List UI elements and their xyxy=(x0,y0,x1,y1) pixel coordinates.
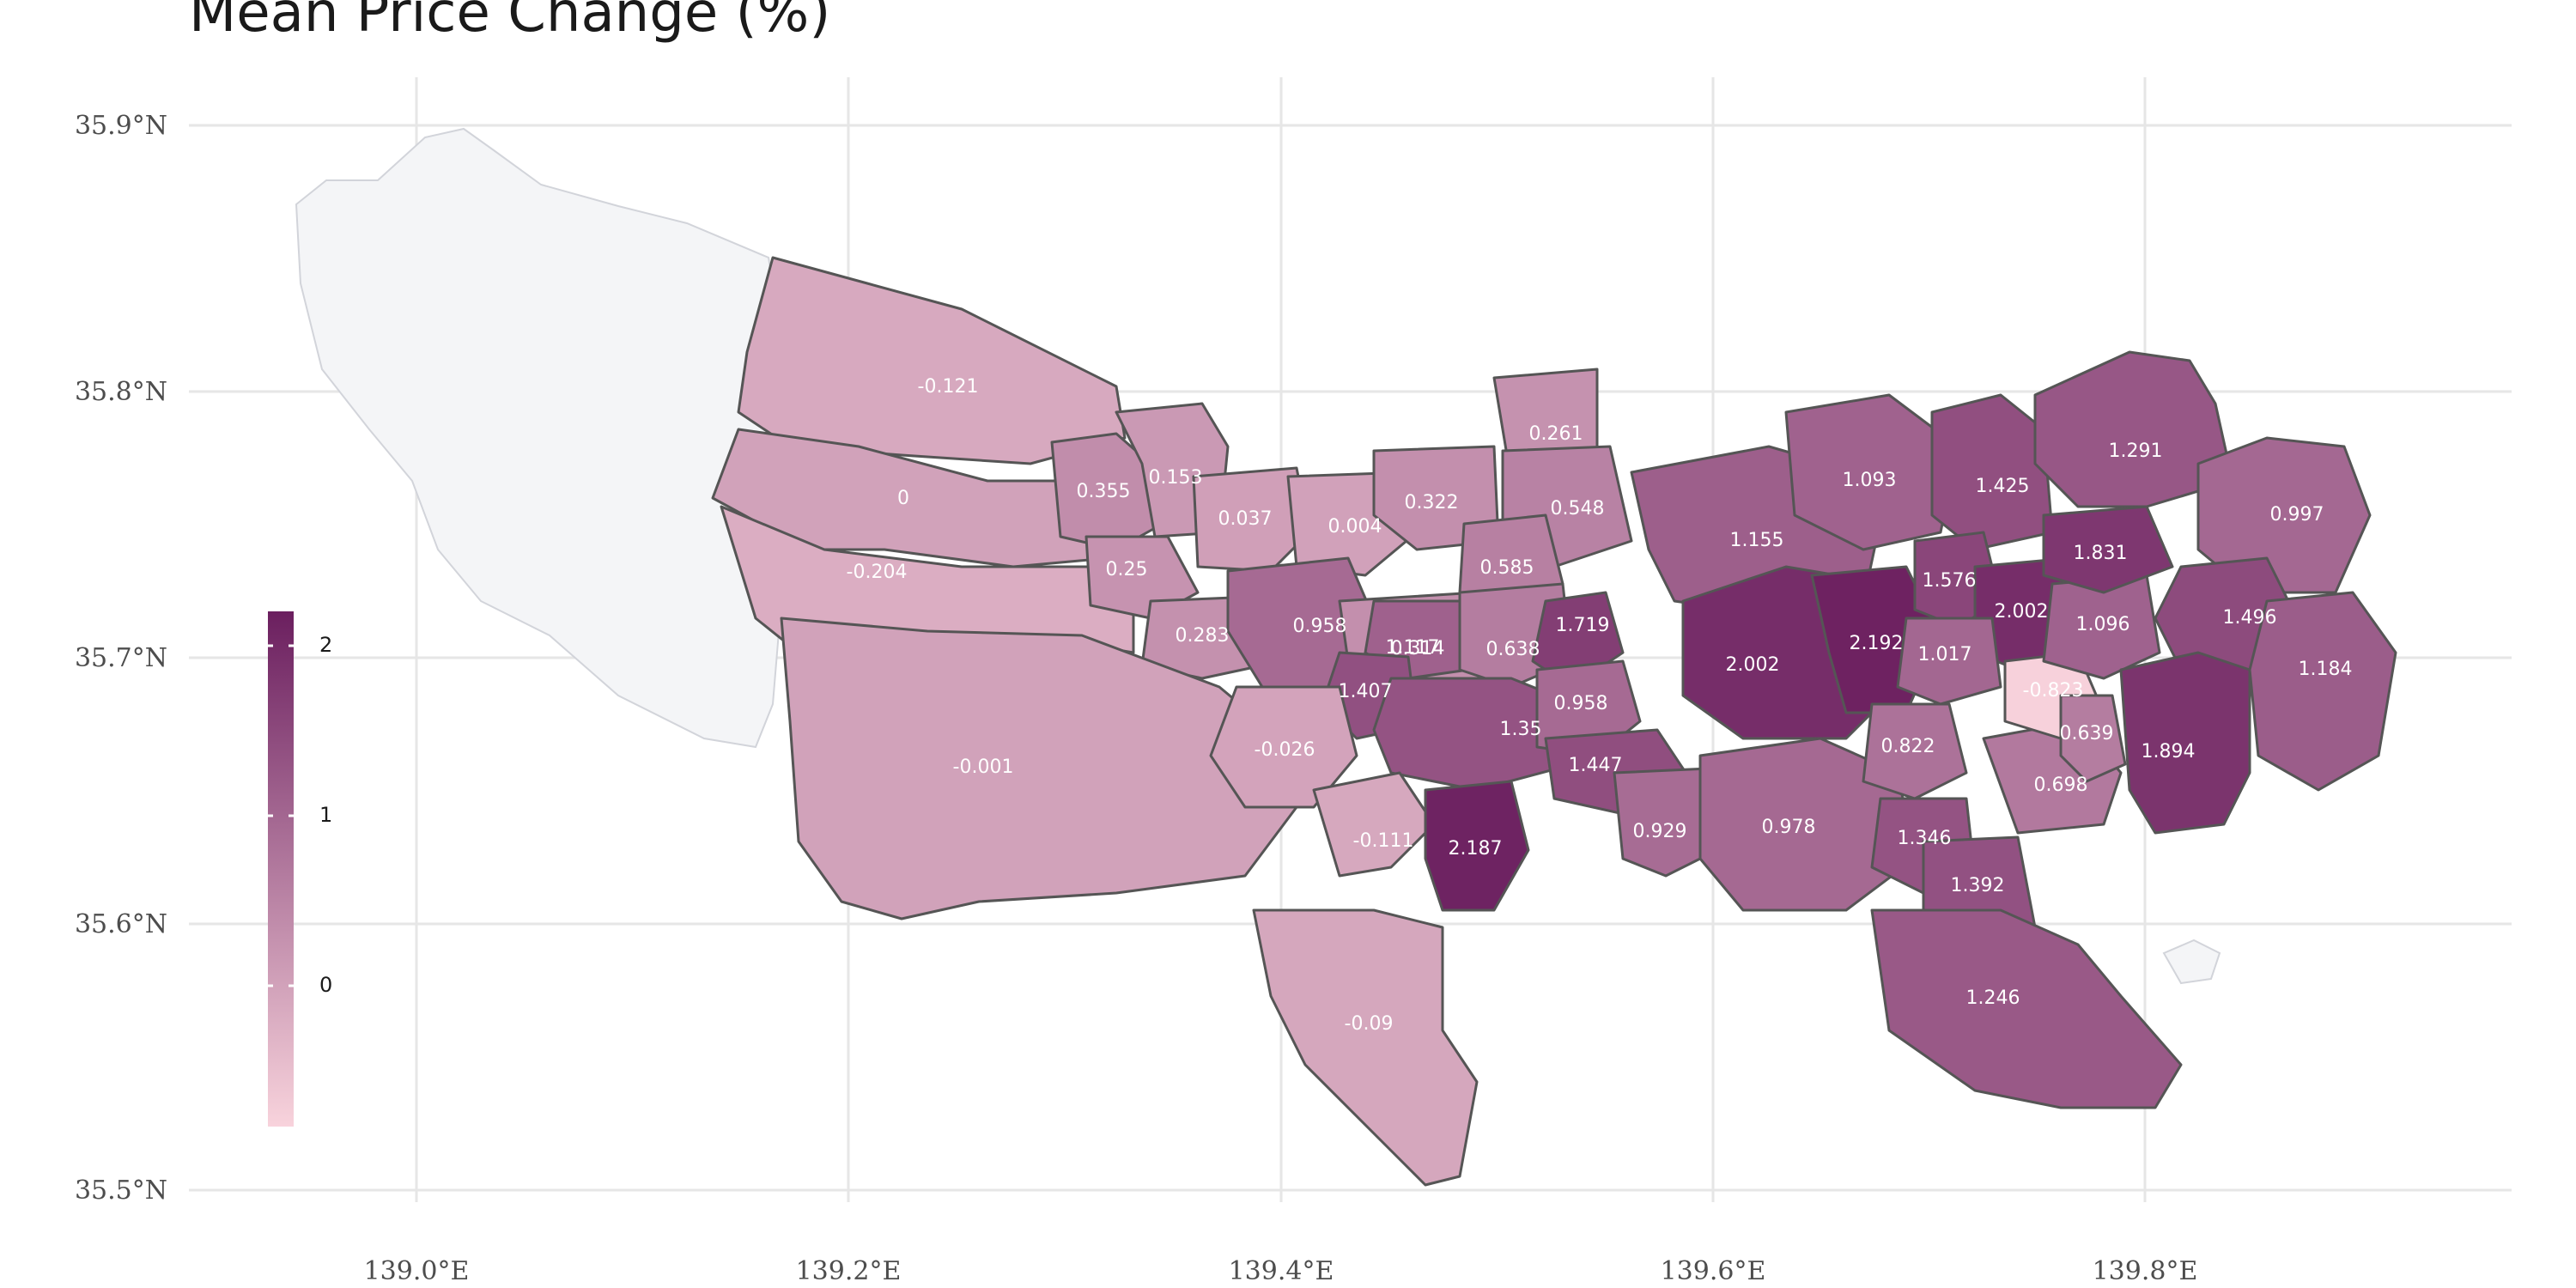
region-label: 0.978 xyxy=(1762,817,1816,838)
region-label: 2.002 xyxy=(1995,601,2049,623)
region-label: 1.35 xyxy=(1500,719,1542,740)
region-shape xyxy=(1192,466,1311,573)
region-label: 0.004 xyxy=(1328,516,1382,538)
region-label: 2.192 xyxy=(1850,633,1904,654)
region-shape xyxy=(737,256,1127,465)
y-tick-label: 35.8°N xyxy=(75,377,167,407)
region-label: 0 xyxy=(897,488,909,509)
region-label: -0.111 xyxy=(1353,830,1414,852)
region-shape xyxy=(1613,767,1719,878)
region-label: 1.155 xyxy=(1730,530,1784,551)
region-shape xyxy=(1896,617,2002,706)
region-shape xyxy=(780,617,1298,920)
x-tick-label: 139.2°E xyxy=(796,1256,902,1286)
region-label: 0.958 xyxy=(1554,693,1608,714)
region-label: 0.698 xyxy=(2034,775,2088,796)
region-no-data xyxy=(2162,939,2221,985)
region-label: 0.822 xyxy=(1881,736,1935,757)
region-label: 0.037 xyxy=(1218,508,1273,530)
y-tick-label: 35.7°N xyxy=(75,643,167,673)
region-label: 0.261 xyxy=(1529,423,1583,445)
region-shape xyxy=(1784,393,1959,551)
region-label: 0.997 xyxy=(2270,504,2324,526)
region-shapes xyxy=(295,127,2397,1187)
region-label: 0.153 xyxy=(1149,467,1203,489)
region-shape xyxy=(2042,505,2174,594)
region-label: -0.121 xyxy=(918,376,979,398)
x-tick-label: 139.6°E xyxy=(1661,1256,1766,1286)
region-shape xyxy=(2248,591,2397,792)
region-label: 1.407 xyxy=(1339,681,1393,702)
axis-labels: 139.0°E 139.2°E 139.4°E 139.6°E 139.8°E 35.9°… xyxy=(75,111,2197,1286)
y-tick-label: 35.5°N xyxy=(75,1176,167,1206)
region-label: 1.894 xyxy=(2142,741,2196,762)
region-no-data xyxy=(295,127,783,749)
region-label: 0.25 xyxy=(1106,559,1148,580)
region-label: 0.548 xyxy=(1551,498,1605,519)
region-label: -0.823 xyxy=(2023,680,2084,702)
region-shape xyxy=(1312,771,1436,878)
region-shape xyxy=(1424,780,1530,912)
region-shape xyxy=(1870,908,2183,1109)
region-label: 1.831 xyxy=(2074,543,2128,564)
y-tick-label: 35.9°N xyxy=(75,111,167,141)
region-label: 0.322 xyxy=(1405,492,1459,513)
legend-color-bar xyxy=(268,611,294,1127)
region-label: 0.585 xyxy=(1480,557,1534,579)
region-label: 0.929 xyxy=(1633,821,1687,842)
region-label: 0.355 xyxy=(1077,481,1131,502)
region-label: 1.117 xyxy=(1386,637,1440,659)
x-tick-label: 139.8°E xyxy=(2093,1256,2198,1286)
region-label: 0.958 xyxy=(1293,616,1347,637)
region-label: -0.026 xyxy=(1255,739,1315,761)
region-label: -0.001 xyxy=(953,756,1014,778)
region-label: 1.576 xyxy=(1923,570,1977,592)
region-label: 1.496 xyxy=(2223,607,2277,629)
region-label: 1.096 xyxy=(2076,614,2130,635)
map-title: Mean Price Change (%) xyxy=(189,0,831,45)
region-label: 0.314 xyxy=(1391,638,1445,659)
region-label: 1.017 xyxy=(1918,644,1972,665)
region-label: 0.638 xyxy=(1486,639,1540,660)
x-tick-label: 139.4°E xyxy=(1229,1256,1334,1286)
legend-tick-label: 2 xyxy=(319,633,332,657)
legend-tick-label: 1 xyxy=(319,803,332,827)
region-label: 1.719 xyxy=(1556,615,1610,636)
region-label: 0.283 xyxy=(1176,625,1230,647)
region-label: 1.392 xyxy=(1951,875,2005,896)
region-label: 1.184 xyxy=(2299,659,2353,680)
region-label: 1.346 xyxy=(1898,828,1952,849)
region-label: -0.204 xyxy=(847,562,908,583)
x-tick-label: 139.0°E xyxy=(364,1256,470,1286)
color-legend: 2 1 0 xyxy=(268,611,332,1127)
region-label: 2.187 xyxy=(1449,838,1503,860)
legend-tick-label: 0 xyxy=(319,973,332,997)
region-label: 1.291 xyxy=(2109,440,2163,462)
region-labels: -0.121 0 -0.204 0.355 0.153 0.037 0.004 0.322 0.… xyxy=(847,376,2353,1035)
y-tick-label: 35.6°N xyxy=(75,909,167,939)
region-shape xyxy=(2196,436,2372,594)
region-label: 1.093 xyxy=(1843,470,1897,491)
region-label: -0.09 xyxy=(1345,1013,1394,1035)
region-shape xyxy=(1862,702,1968,800)
region-shape xyxy=(1698,737,1917,912)
region-shape xyxy=(2059,694,2127,783)
region-label: 1.246 xyxy=(1966,987,2020,1009)
region-label: 0.639 xyxy=(2060,723,2114,744)
region-shape xyxy=(1209,685,1358,809)
region-label: 1.447 xyxy=(1569,755,1623,776)
region-label: 1.425 xyxy=(1976,476,2030,497)
region-shape xyxy=(2119,651,2251,835)
region-shape xyxy=(1252,908,1479,1187)
region-label: 2.002 xyxy=(1726,654,1780,676)
